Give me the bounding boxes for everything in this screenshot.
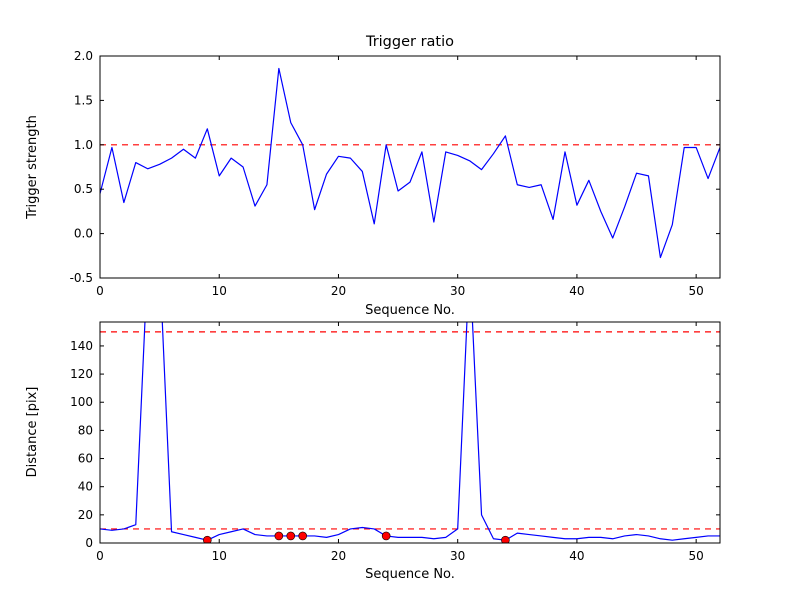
- x-tick-label: 50: [689, 549, 704, 563]
- y-tick-label: 2.0: [74, 49, 93, 63]
- y-tick-label: 120: [70, 367, 93, 381]
- x-tick-label: 30: [450, 284, 465, 298]
- trigger-ratio-plot: 0 10 20 30 40 50 -0.5 0.0 0.5 1.0 1.5 2.0: [70, 49, 721, 298]
- axes-frame: [99, 55, 721, 279]
- x-tick-label: 50: [689, 284, 704, 298]
- y-tick-label: 0.5: [74, 182, 93, 196]
- top-chart-ylabel: Trigger strength: [25, 115, 40, 220]
- x-tick-label: 20: [331, 549, 346, 563]
- trigger-marker: [274, 531, 284, 541]
- trigger-marker: [203, 535, 212, 543]
- y-tick-label: 1.0: [74, 138, 93, 152]
- y-tick-label: -0.5: [70, 271, 93, 285]
- x-tick-label: 0: [96, 284, 104, 298]
- x-tick-label: 30: [450, 549, 465, 563]
- plot-layers: 0 10 20 30 40 50 -0.5 0.0 0.5 1.0 1.5 2.0 0 10 20 30 40 5…: [70, 49, 721, 563]
- trigger-marker: [286, 531, 296, 541]
- axes-frame: [99, 321, 721, 544]
- y-tick-label: 80: [78, 423, 93, 437]
- y-tick-label: 40: [78, 480, 93, 494]
- x-tick-label: 40: [569, 284, 584, 298]
- x-tick-label: 10: [212, 284, 227, 298]
- trigger-marker: [501, 535, 510, 543]
- trigger-marker: [298, 531, 307, 541]
- y-tick-label: 60: [78, 452, 93, 466]
- x-tick-label: 10: [212, 549, 227, 563]
- y-tick-label: 0.0: [74, 227, 93, 241]
- y-tick-label: 140: [70, 339, 93, 353]
- trigger-marker: [381, 531, 391, 541]
- y-tick-label: 20: [78, 508, 93, 522]
- x-tick-label: 0: [96, 549, 104, 563]
- y-tick-label: 1.5: [74, 93, 93, 107]
- x-tick-label: 20: [331, 284, 346, 298]
- bottom-chart-ylabel: Distance [pix]: [25, 387, 40, 478]
- bottom-chart-xlabel: Sequence No.: [365, 567, 455, 582]
- data-line: [100, 67, 720, 259]
- x-tick-label: 40: [569, 549, 584, 563]
- y-tick-label: 0: [85, 536, 93, 550]
- top-chart-title: Trigger ratio: [365, 34, 454, 50]
- distance-plot: 0 10 20 30 40 50 0 20 40 60 80 100 120 140: [70, 321, 721, 563]
- y-tick-label: 100: [70, 395, 93, 409]
- top-chart-xlabel: Sequence No.: [365, 303, 455, 318]
